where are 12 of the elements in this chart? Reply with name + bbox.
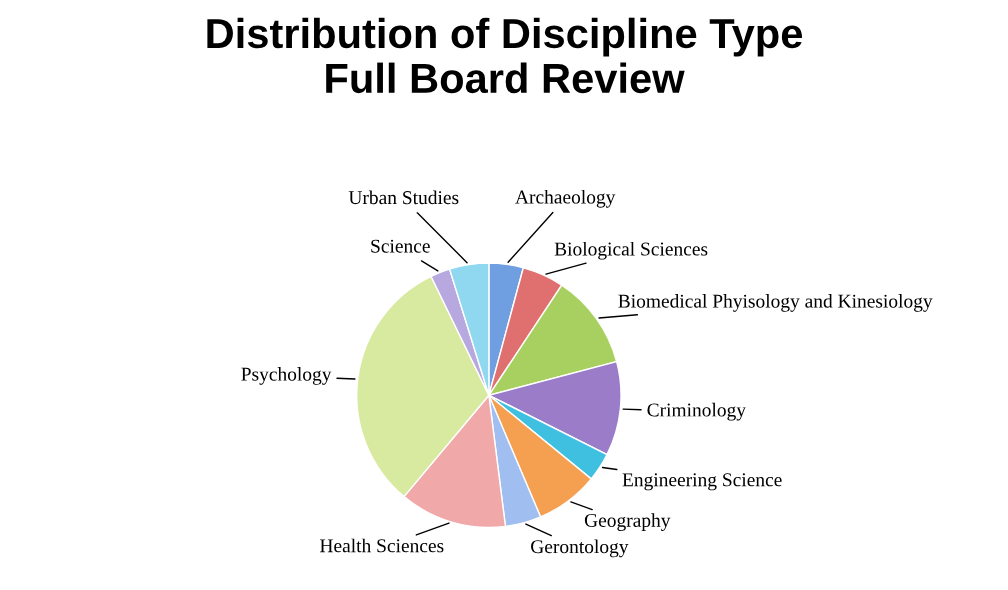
chart-title: Distribution of Discipline Type Full Board Review: [207, 17, 803, 94]
slice-label: Biological Sciences: [554, 241, 708, 260]
slice-label: Urban Studies: [348, 190, 459, 205]
slice-label: Science: [371, 239, 430, 253]
slice-label: Health Sciences: [319, 538, 444, 553]
slice-label: Psychology: [241, 367, 332, 385]
slice-label: Criminology: [647, 402, 746, 421]
slice-label: Engineering Science: [622, 473, 782, 491]
slice-label: Archaeology: [515, 189, 616, 208]
slice-label: Biomedical Phyisology and Kinesiology: [618, 294, 933, 312]
slice-label: Geography: [584, 513, 671, 531]
slice-label: Gerontology: [531, 539, 629, 558]
